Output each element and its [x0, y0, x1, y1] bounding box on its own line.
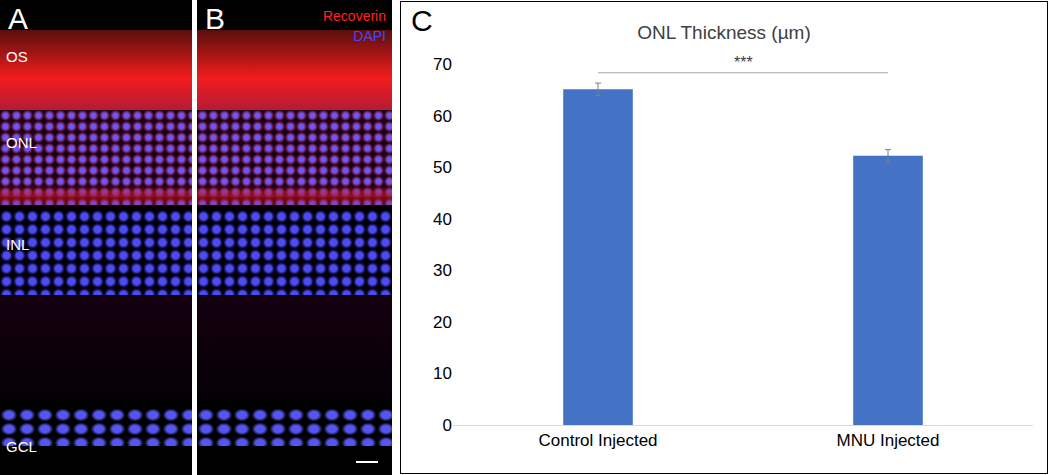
svg-text:MNU Injected: MNU Injected: [837, 431, 940, 450]
svg-text:ONL Thickness (µm): ONL Thickness (µm): [637, 22, 811, 43]
svg-text:30: 30: [433, 261, 452, 280]
svg-text:40: 40: [433, 210, 452, 229]
html-text:B: B: [205, 2, 225, 35]
svg-text:0: 0: [443, 416, 452, 435]
svg-text:50: 50: [433, 158, 452, 177]
html-text:INL: INL: [6, 236, 30, 253]
svg-text:60: 60: [433, 107, 452, 126]
html-text:A: A: [8, 2, 28, 35]
html-text:Recoverin: Recoverin: [323, 8, 386, 24]
html-text:C: C: [411, 4, 433, 37]
svg-text:***: ***: [734, 54, 753, 71]
svg-text:Control Injected: Control Injected: [538, 431, 657, 450]
html-text:ONL: ONL: [6, 134, 37, 151]
html-text:DAPI: DAPI: [353, 28, 386, 44]
svg-text:20: 20: [433, 313, 452, 332]
html-text:OS: OS: [6, 48, 28, 65]
svg-text:70: 70: [433, 55, 452, 74]
svg-text:10: 10: [433, 364, 452, 383]
html-text:GCL: GCL: [6, 438, 37, 455]
